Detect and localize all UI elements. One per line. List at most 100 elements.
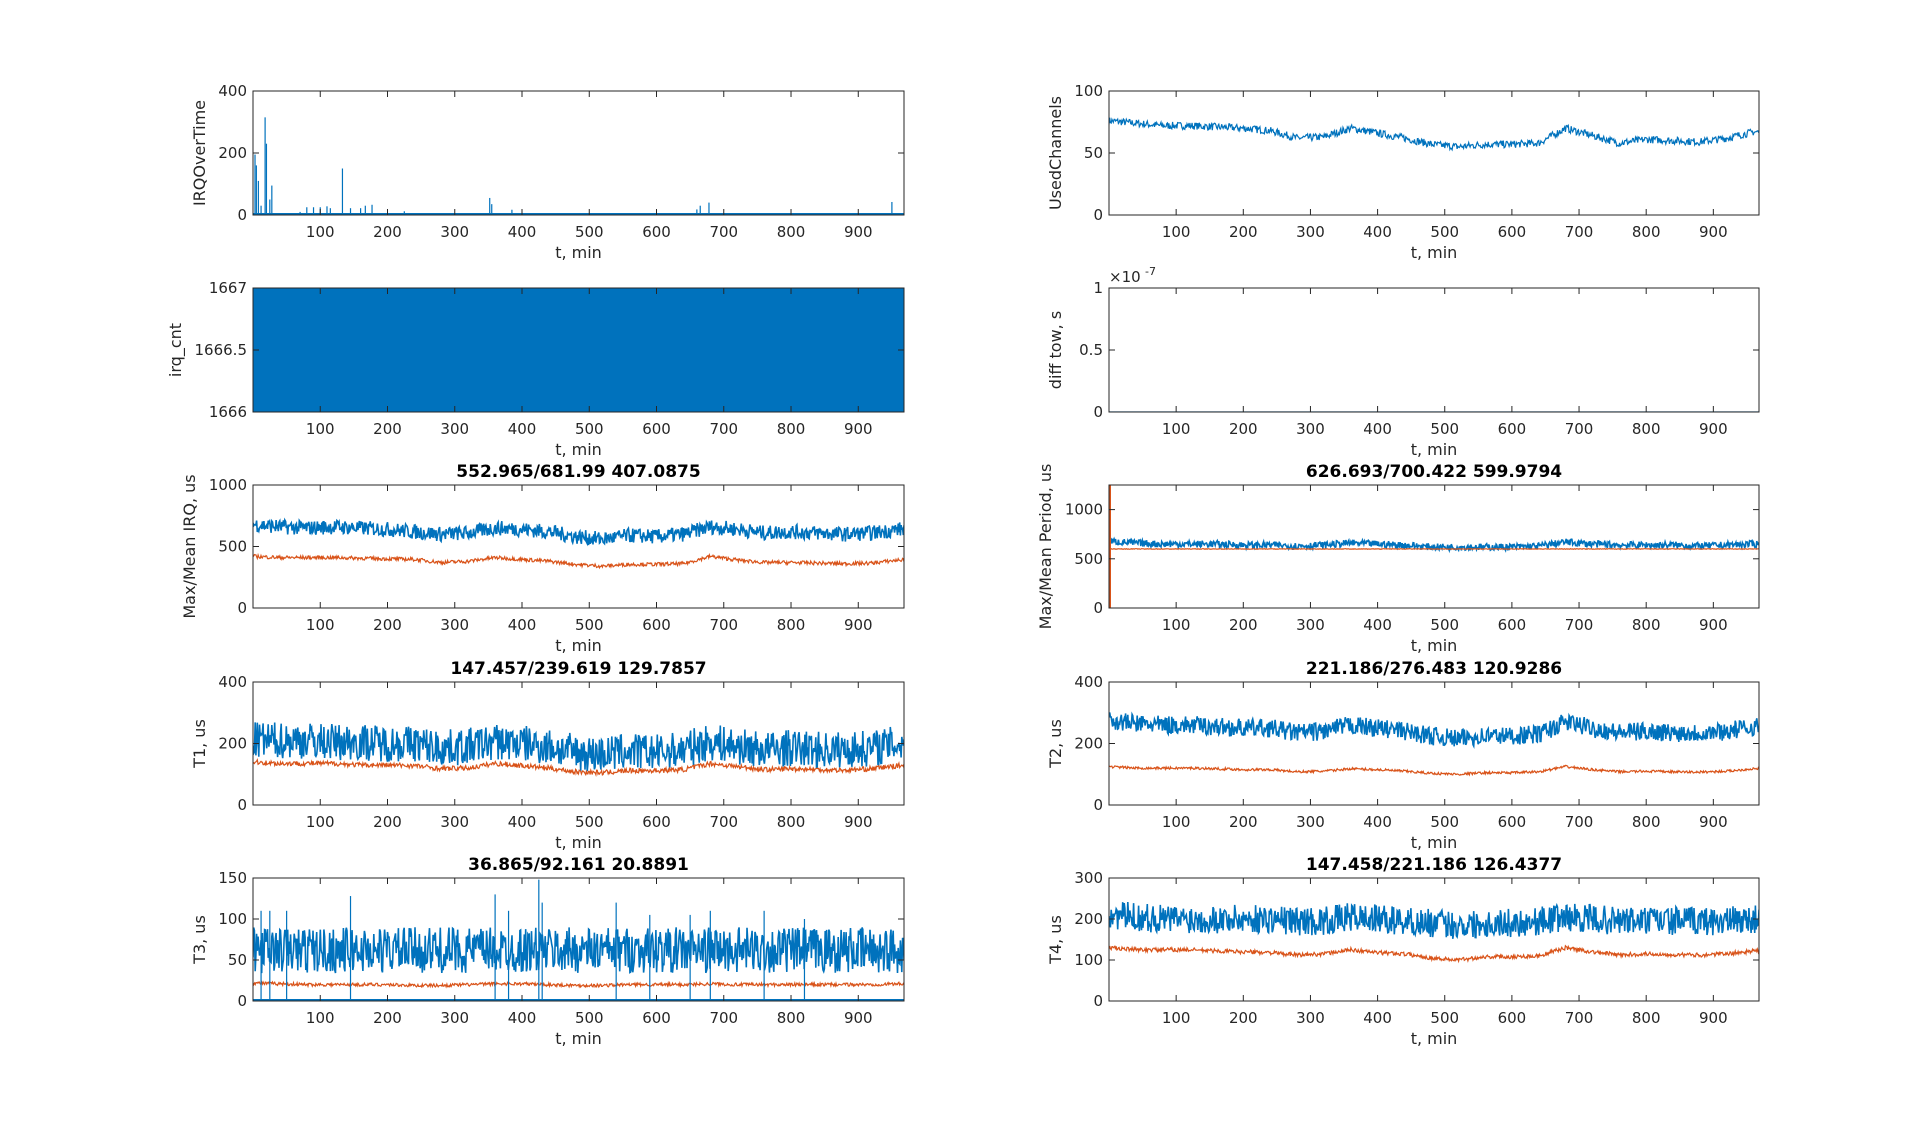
y-tick-label: 0 bbox=[1093, 206, 1103, 224]
y-axis-label: Max/Mean IRQ, us bbox=[180, 474, 199, 618]
x-tick-label: 700 bbox=[1565, 223, 1594, 241]
subplot-title: 626.693/700.422 599.9794 bbox=[1306, 462, 1562, 482]
x-tick-label: 200 bbox=[1229, 420, 1258, 438]
subplot-max-mean-irq: 100 200 300 400 500 600 700 800 900 0 500 1000 t, mi… bbox=[180, 462, 905, 655]
y-tick-label: 0 bbox=[237, 599, 247, 617]
axes-box bbox=[252, 90, 905, 216]
x-axis-label: t, min bbox=[1411, 440, 1458, 459]
subplot-title: 147.458/221.186 126.4377 bbox=[1306, 855, 1562, 875]
series-line-1 bbox=[1109, 117, 1759, 152]
x-tick-label: 300 bbox=[1296, 813, 1325, 831]
subplot-t1: 100 200 300 400 500 600 700 800 900 0 200 400 t, min… bbox=[190, 659, 905, 852]
x-tick-label: 400 bbox=[1363, 223, 1392, 241]
x-tick-label: 800 bbox=[1632, 223, 1661, 241]
x-tick-label: 100 bbox=[306, 813, 335, 831]
x-tick-label: 400 bbox=[1363, 813, 1392, 831]
subplot-t2: 100 200 300 400 500 600 700 800 900 0 200 400 t, min… bbox=[1046, 659, 1760, 852]
x-tick-label: 500 bbox=[1430, 420, 1459, 438]
x-axis-label: t, min bbox=[1411, 833, 1458, 852]
x-tick-label: 400 bbox=[1363, 420, 1392, 438]
x-axis-label: t, min bbox=[555, 440, 602, 459]
y-tick-label: 500 bbox=[218, 538, 247, 556]
y-tick-label: 500 bbox=[1074, 550, 1103, 568]
subplot-max-mean-period: 100 200 300 400 500 600 700 800 900 0 500 1000 t, mi… bbox=[1036, 462, 1760, 655]
subplot-t4: 100 200 300 400 500 600 700 800 900 0 100 200 300 t, … bbox=[1046, 855, 1760, 1048]
plot-area bbox=[1109, 117, 1759, 152]
y-tick-label: 0.5 bbox=[1079, 341, 1103, 359]
x-tick-label: 100 bbox=[1162, 616, 1191, 634]
y-tick-label: 400 bbox=[218, 82, 247, 100]
x-tick-label: 100 bbox=[1162, 223, 1191, 241]
x-tick-label: 900 bbox=[1699, 223, 1728, 241]
y-tick-label: 150 bbox=[218, 869, 247, 887]
y-tick-label: 200 bbox=[1074, 735, 1103, 753]
x-tick-label: 600 bbox=[1498, 223, 1527, 241]
x-tick-label: 800 bbox=[777, 420, 806, 438]
y-tick-label: 100 bbox=[1074, 82, 1103, 100]
x-tick-label: 400 bbox=[508, 1009, 537, 1027]
y-tick-label: 400 bbox=[218, 673, 247, 691]
series-line-2 bbox=[1109, 944, 1759, 964]
x-tick-label: 400 bbox=[508, 813, 537, 831]
y-axis-label: T3, us bbox=[190, 915, 209, 965]
series-line-1 bbox=[253, 926, 904, 974]
subplot-title: 552.965/681.99 407.0875 bbox=[456, 462, 700, 482]
y-axis-label: T2, us bbox=[1046, 719, 1065, 769]
y-tick-label: 200 bbox=[1074, 910, 1103, 928]
x-tick-label: 600 bbox=[1498, 616, 1527, 634]
x-tick-label: 800 bbox=[777, 223, 806, 241]
y-tick-label: 1000 bbox=[1065, 501, 1103, 519]
x-tick-label: 900 bbox=[1699, 616, 1728, 634]
y-tick-label: 1666.5 bbox=[195, 341, 248, 359]
x-tick-label: 500 bbox=[575, 420, 604, 438]
y-tick-label: 0 bbox=[1093, 992, 1103, 1010]
y-tick-label: 1000 bbox=[209, 476, 247, 494]
x-tick-label: 800 bbox=[1632, 420, 1661, 438]
y-axis-label: UsedChannels bbox=[1046, 96, 1065, 210]
x-tick-label: 100 bbox=[1162, 813, 1191, 831]
series-line-1 bbox=[1109, 901, 1759, 940]
x-tick-label: 900 bbox=[844, 813, 873, 831]
x-tick-label: 600 bbox=[642, 420, 671, 438]
subplot-irq-over-time: 100 200 300 400 500 600 700 800 900 0 200 400 t, min… bbox=[190, 82, 905, 262]
y-axis-label: T4, us bbox=[1046, 915, 1065, 965]
x-tick-label: 500 bbox=[1430, 1009, 1459, 1027]
plot-area bbox=[1109, 901, 1759, 964]
y-tick-label: 200 bbox=[218, 735, 247, 753]
x-tick-label: 200 bbox=[1229, 616, 1258, 634]
y-axis-label: Max/Mean Period, us bbox=[1036, 464, 1055, 630]
x-tick-label: 700 bbox=[1565, 616, 1594, 634]
x-tick-label: 600 bbox=[642, 813, 671, 831]
y-tick-label: 300 bbox=[1074, 869, 1103, 887]
y-axis-label: IRQOverTime bbox=[190, 100, 209, 206]
x-tick-label: 300 bbox=[1296, 420, 1325, 438]
y-tick-label: 0 bbox=[1093, 796, 1103, 814]
x-tick-label: 400 bbox=[1363, 1009, 1392, 1027]
y-tick-label: 1 bbox=[1093, 279, 1103, 297]
plot-area bbox=[253, 288, 904, 412]
plot-area bbox=[1109, 485, 1759, 608]
y-tick-label: 100 bbox=[1074, 951, 1103, 969]
subplot-irq-cnt: 100 200 300 400 500 600 700 800 900 1666 1666.5 166… bbox=[166, 279, 905, 459]
x-tick-label: 800 bbox=[777, 616, 806, 634]
x-tick-label: 800 bbox=[777, 1009, 806, 1027]
x-tick-label: 200 bbox=[373, 223, 402, 241]
axes-box bbox=[1108, 287, 1760, 413]
x-axis-label: t, min bbox=[555, 636, 602, 655]
x-axis-label: t, min bbox=[1411, 243, 1458, 262]
plot-area bbox=[253, 722, 904, 777]
x-tick-label: 900 bbox=[844, 1009, 873, 1027]
x-axis-label: t, min bbox=[555, 243, 602, 262]
y-axis-label: irq_cnt bbox=[166, 323, 186, 377]
plot-area bbox=[1109, 711, 1759, 777]
axes-box bbox=[252, 484, 905, 609]
x-tick-label: 700 bbox=[1565, 813, 1594, 831]
x-tick-label: 300 bbox=[440, 223, 469, 241]
x-tick-label: 400 bbox=[1363, 616, 1392, 634]
subplot-title: 36.865/92.161 20.8891 bbox=[468, 855, 689, 875]
x-tick-label: 200 bbox=[1229, 1009, 1258, 1027]
exponent-label: ×10 bbox=[1109, 268, 1141, 286]
y-tick-label: 400 bbox=[1074, 673, 1103, 691]
plot-area bbox=[253, 117, 904, 215]
